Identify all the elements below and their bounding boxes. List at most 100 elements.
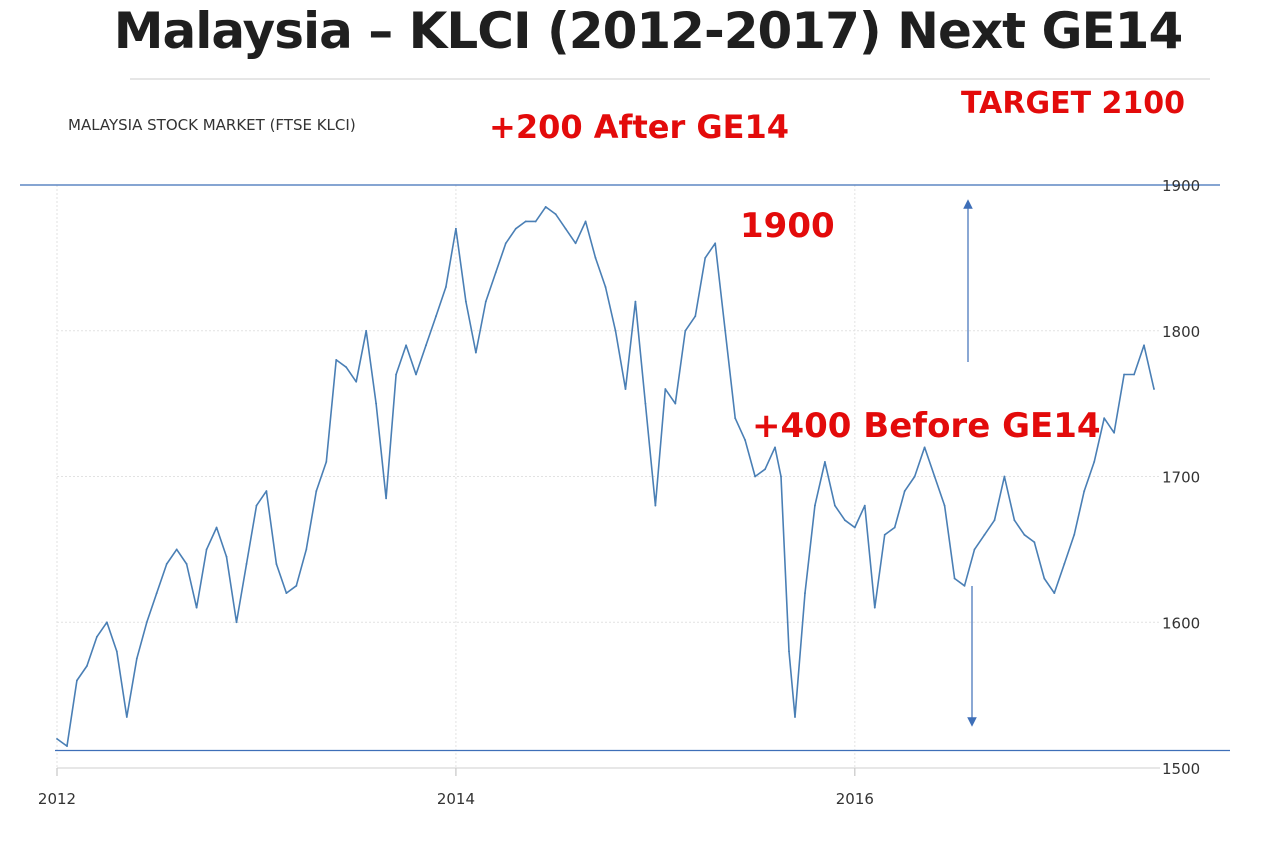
data-point: [1003, 475, 1006, 478]
reference-lines: [20, 184, 1230, 752]
x-tick-label: 2016: [836, 790, 874, 808]
title-divider: [130, 78, 1210, 80]
axis-layer: 1900 1800 1700 1600 1500 2012 2014 2016: [38, 177, 1200, 808]
data-point: [1143, 344, 1145, 347]
data-point: [903, 490, 906, 492]
data-point: [365, 329, 368, 332]
data-point: [415, 373, 417, 376]
data-point: [614, 329, 617, 332]
data-point: [594, 256, 597, 259]
data-point: [86, 665, 88, 667]
y-tick-label: 1800: [1162, 323, 1200, 341]
data-point: [684, 329, 687, 332]
data-point: [863, 504, 866, 507]
data-point: [953, 577, 956, 580]
data-point: [923, 446, 926, 449]
data-point: [215, 526, 218, 529]
data-point: [674, 402, 677, 405]
data-point: [56, 737, 58, 740]
data-point: [295, 584, 298, 587]
data-point: [574, 242, 577, 245]
data-point: [76, 679, 78, 682]
data-point: [115, 650, 118, 653]
series-layer: [56, 205, 1155, 748]
data-point: [315, 490, 318, 492]
data-point: [1063, 563, 1066, 565]
data-point: [654, 504, 657, 507]
annotation-level: 1900: [740, 206, 835, 246]
data-point: [1113, 431, 1116, 434]
data-point: [1133, 373, 1135, 376]
data-point: [1083, 490, 1086, 492]
data-point: [135, 657, 138, 660]
data-point: [564, 227, 567, 230]
data-point: [205, 548, 208, 551]
data-point: [814, 504, 816, 507]
data-point: [494, 271, 497, 274]
data-point: [554, 213, 557, 216]
data-point: [873, 606, 876, 609]
data-point: [425, 344, 427, 347]
data-point: [524, 220, 527, 223]
data-point: [305, 548, 308, 551]
data-point: [1053, 592, 1056, 594]
data-point: [385, 497, 388, 500]
data-point: [963, 584, 966, 587]
data-point: [774, 446, 776, 449]
data-point: [325, 461, 328, 463]
data-point: [375, 402, 378, 405]
data-point: [195, 606, 198, 609]
data-point: [913, 475, 916, 478]
data-point: [285, 592, 288, 594]
chart-title: MALAYSIA STOCK MARKET (FTSE KLCI): [68, 116, 356, 134]
data-point: [1013, 519, 1016, 522]
data-point: [1123, 373, 1125, 376]
y-tick-label: 1700: [1162, 469, 1200, 487]
data-point: [66, 745, 68, 748]
x-tick-label: 2012: [38, 790, 76, 808]
data-point: [833, 504, 836, 507]
data-point: [843, 519, 846, 522]
data-point: [105, 621, 108, 624]
data-point: [824, 461, 826, 463]
data-point: [275, 563, 278, 565]
y-tick-label: 1900: [1162, 177, 1200, 195]
data-point: [335, 359, 338, 361]
data-point: [794, 716, 796, 718]
data-point: [345, 366, 348, 369]
data-point: [95, 635, 98, 638]
data-point: [504, 242, 507, 245]
data-point: [1093, 461, 1096, 463]
data-point: [395, 373, 397, 376]
data-point: [1043, 577, 1046, 580]
data-point: [484, 300, 487, 303]
data-point: [245, 563, 248, 565]
data-point: [175, 548, 178, 551]
data-point: [185, 563, 188, 565]
data-point: [455, 227, 457, 230]
arrow-layer: [963, 199, 977, 727]
data-point: [355, 380, 358, 383]
data-point: [704, 256, 707, 259]
data-point: [804, 592, 806, 594]
data-point: [584, 220, 587, 223]
annotation-before-ge14: +400 Before GE14: [752, 406, 1101, 446]
x-tick-label: 2014: [437, 790, 475, 808]
data-point: [235, 621, 238, 624]
data-point: [514, 227, 517, 230]
data-point: [1033, 541, 1036, 543]
annotation-after-ge14: +200 After GE14: [489, 108, 790, 146]
data-point: [1153, 388, 1155, 390]
data-point: [714, 242, 717, 245]
y-tick-label: 1600: [1162, 614, 1200, 632]
data-point: [734, 417, 737, 420]
data-point: [780, 475, 782, 478]
data-point: [883, 533, 886, 536]
data-point: [155, 592, 158, 594]
data-point: [1103, 417, 1106, 420]
data-point: [744, 439, 747, 441]
data-point: [145, 621, 148, 624]
data-point: [464, 300, 467, 303]
data-point: [265, 490, 268, 492]
data-point: [125, 716, 128, 718]
